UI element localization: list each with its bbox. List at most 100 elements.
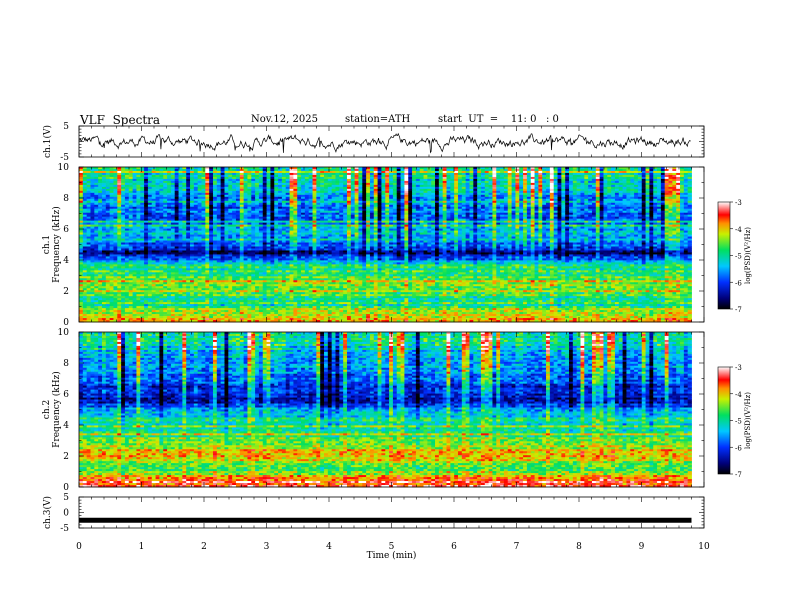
spectrogram-cell bbox=[622, 200, 627, 204]
spectrogram-cell bbox=[461, 172, 467, 176]
spectrogram-cell bbox=[595, 186, 601, 190]
spectrogram-cell bbox=[182, 186, 187, 190]
spectrogram-cell bbox=[484, 204, 490, 208]
spectrogram-cell bbox=[664, 184, 669, 188]
spectrogram-cell bbox=[251, 172, 256, 176]
spectrogram-cell bbox=[155, 167, 160, 170]
spectrogram-cell bbox=[320, 188, 325, 192]
spectrogram-cell bbox=[546, 192, 551, 196]
spectrogram-cell bbox=[324, 206, 329, 210]
spectrogram-cell bbox=[519, 190, 524, 194]
spectrogram-cell bbox=[534, 167, 539, 170]
spectrogram-cell bbox=[235, 168, 241, 172]
spectrogram-cell bbox=[569, 186, 574, 190]
spectrogram-cell bbox=[588, 202, 593, 206]
spectrogram-cell bbox=[660, 202, 666, 206]
spectrogram-cell bbox=[534, 190, 539, 194]
spectrogram-cell bbox=[289, 204, 294, 208]
spectrogram-cell bbox=[457, 190, 463, 194]
spectrogram-cell bbox=[304, 202, 310, 206]
spectrogram-cell bbox=[136, 182, 141, 186]
spectrogram-cell bbox=[339, 174, 344, 178]
spectrogram-cell bbox=[220, 188, 225, 192]
spectrogram-cell bbox=[480, 176, 486, 180]
spectrogram-cell bbox=[649, 184, 654, 188]
spectrogram-cell bbox=[408, 204, 413, 208]
spectrogram-cell bbox=[140, 176, 145, 180]
spectrogram-cell bbox=[423, 198, 428, 202]
spectrogram-cell bbox=[446, 202, 451, 206]
spectrogram-cell bbox=[484, 194, 490, 198]
spectrogram-cell bbox=[408, 186, 413, 190]
spectrogram-cell bbox=[412, 180, 417, 184]
spectrogram-cell bbox=[297, 190, 302, 194]
spectrogram-cell bbox=[519, 192, 524, 196]
spectrogram-cell bbox=[258, 172, 264, 176]
spectrogram-cell bbox=[186, 178, 191, 182]
spectrogram-cell bbox=[637, 184, 643, 188]
spectrogram-cell bbox=[94, 170, 99, 174]
spectrogram-cell bbox=[419, 200, 424, 204]
spectrogram-cell bbox=[289, 186, 294, 190]
spectrogram-cell bbox=[385, 178, 390, 182]
spectrogram-cell bbox=[262, 204, 267, 208]
spectrogram-cell bbox=[190, 168, 195, 172]
spectrogram-cell bbox=[304, 190, 310, 194]
spectrogram-cell bbox=[105, 182, 111, 186]
spectrogram-cell bbox=[637, 167, 643, 170]
spectrogram-cell bbox=[147, 172, 153, 176]
spectrogram-cell bbox=[216, 182, 222, 186]
spectrogram-cell bbox=[385, 174, 390, 178]
spectrogram-cell bbox=[530, 200, 535, 204]
spectrogram-cell bbox=[201, 180, 206, 184]
spectrogram-cell bbox=[324, 178, 329, 182]
spectrogram-cell bbox=[147, 182, 153, 186]
spectrogram-cell bbox=[389, 190, 394, 194]
spectrogram-cell bbox=[178, 184, 183, 188]
spectrogram-cell bbox=[350, 188, 356, 192]
spectrogram-cell bbox=[182, 204, 187, 208]
spectrogram-cell bbox=[235, 167, 241, 170]
spectrogram-cell bbox=[281, 184, 287, 188]
spectrogram-cell bbox=[209, 170, 214, 174]
spectrogram-cell bbox=[396, 176, 401, 180]
spectrogram-cell bbox=[538, 200, 543, 204]
spectrogram-cell bbox=[239, 196, 245, 200]
spectrogram-cell bbox=[124, 202, 130, 206]
spectrogram-cell bbox=[614, 170, 620, 174]
spectrogram-cell bbox=[580, 184, 585, 188]
spectrogram-cell bbox=[442, 186, 447, 190]
spectrogram-cell bbox=[278, 172, 283, 176]
spectrogram-cell bbox=[457, 188, 463, 192]
spectrogram-cell bbox=[653, 188, 658, 192]
spectrogram-cell bbox=[232, 186, 237, 190]
spectrogram-cell bbox=[461, 184, 467, 188]
spectrogram-cell bbox=[438, 198, 444, 202]
spectrogram-cell bbox=[193, 194, 199, 198]
spectrogram-cell bbox=[538, 184, 543, 188]
spectrogram-cell bbox=[657, 176, 662, 180]
spectrogram-cell bbox=[373, 202, 378, 206]
spectrogram-cell bbox=[454, 182, 459, 186]
spectrogram-cell bbox=[258, 196, 264, 200]
spectrogram-cell bbox=[408, 176, 413, 180]
spectrogram-cell bbox=[546, 184, 551, 188]
spectrogram-cell bbox=[680, 204, 685, 208]
spectrogram-cell bbox=[174, 174, 179, 178]
spectrogram-cell bbox=[519, 174, 524, 178]
spectrogram-cell bbox=[346, 170, 352, 174]
spectrogram-cell bbox=[301, 174, 306, 178]
spectrogram-cell bbox=[178, 196, 183, 200]
spectrogram-cell bbox=[542, 198, 547, 202]
spectrogram-cell bbox=[400, 174, 405, 178]
spectrogram-cell bbox=[117, 170, 122, 174]
spectrogram-cell bbox=[297, 200, 302, 204]
spectrogram-cell bbox=[212, 172, 218, 176]
spectrogram-cell bbox=[239, 190, 245, 194]
spectrogram-cell bbox=[649, 190, 654, 194]
spectrogram-cell bbox=[274, 178, 279, 182]
spectrogram-cell bbox=[316, 167, 321, 170]
spectrogram-cell bbox=[408, 174, 413, 178]
spectrogram-cell bbox=[492, 182, 497, 186]
spectrogram-cell bbox=[128, 198, 133, 202]
